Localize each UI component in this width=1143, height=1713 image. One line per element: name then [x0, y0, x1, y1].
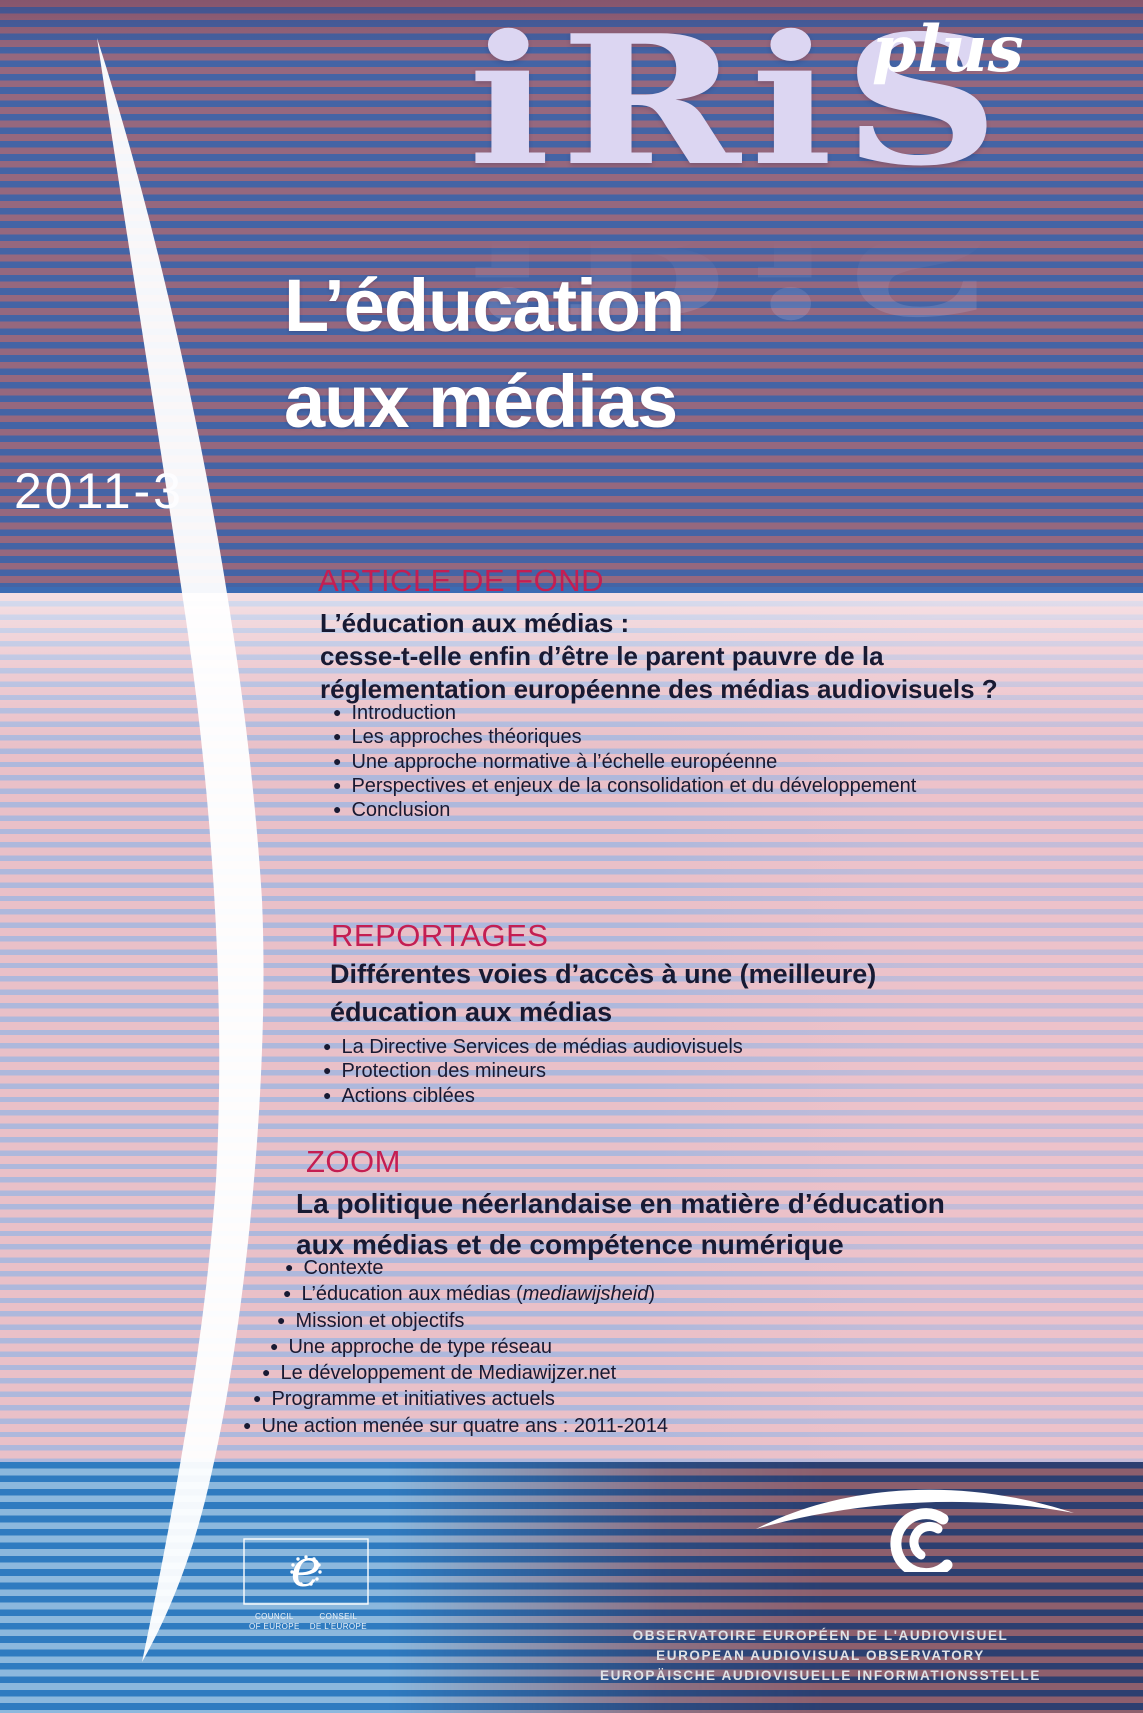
zoom-title-line: La politique néerlandaise en matière d’é… — [296, 1188, 945, 1219]
article-title-line: L’éducation aux médias : — [320, 608, 630, 638]
coe-label-line: OF EUROPE — [248, 1622, 300, 1631]
bullet-text-post: ) — [648, 1283, 656, 1306]
bullet-item: Les approches théoriques — [333, 726, 916, 750]
zoom-title-line: aux médias et de compétence numérique — [296, 1229, 844, 1260]
cover-title-line1: L’éducation — [284, 264, 685, 347]
bullet-item: Mission et objectifs — [277, 1309, 668, 1335]
council-of-europe-labels: COUNCIL OF EUROPE CONSEIL DE L’EUROPE — [233, 1612, 383, 1632]
bullet-item: Une approche de type réseau — [270, 1335, 668, 1361]
bullet-item: Protection des mineurs — [323, 1060, 743, 1084]
iris-logo: iRiS — [468, 0, 1010, 205]
bullet-item: La Directive Services de médias audiovis… — [323, 1036, 742, 1060]
observatory-name-fr: OBSERVATOIRE EUROPÉEN DE L'AUDIOVISUEL — [632, 1628, 1009, 1643]
coe-label-fr: CONSEIL DE L’EUROPE — [310, 1612, 367, 1632]
article-bullet-list: Introduction Les approches théoriques Un… — [333, 702, 916, 823]
article-title-line: cesse-t-elle enfin d’être le parent pauv… — [320, 641, 884, 671]
section-header-article-de-fond: ARTICLE DE FOND — [318, 563, 604, 598]
article-title: L’éducation aux médias : cesse-t-elle en… — [320, 607, 998, 706]
bullet-text-italic: mediawijsheid — [522, 1283, 649, 1306]
plus-label: plus — [872, 12, 1024, 87]
observatory-name-de: EUROPÄISCHE AUDIOVISUELLE INFORMATIONSST… — [600, 1668, 1041, 1683]
reportages-bullet-list: La Directive Services de médias audiovis… — [323, 1036, 743, 1109]
observatory-name-block: OBSERVATOIRE EUROPÉEN DE L'AUDIOVISUEL E… — [548, 1626, 1093, 1686]
reportages-title-line: éducation aux médias — [330, 997, 613, 1027]
bullet-item: Actions ciblées — [323, 1085, 743, 1109]
bullet-item: Une action menée sur quatre ans : 2011-2… — [243, 1414, 668, 1440]
bullet-item: L’éducation aux médias (mediawijsheid) — [283, 1282, 668, 1308]
observatory-eye-icon — [756, 1489, 1074, 1572]
council-of-europe-logo: e — [243, 1538, 369, 1605]
coe-label-line: COUNCIL — [254, 1612, 294, 1621]
section-header-zoom: ZOOM — [306, 1144, 401, 1179]
bullet-item: Programme et initiatives actuels — [253, 1387, 668, 1413]
section-header-reportages: REPORTAGES — [331, 918, 549, 953]
svg-text:e: e — [291, 1539, 322, 1599]
bullet-item: Conclusion — [333, 799, 916, 823]
issue-number: 2011-3 — [14, 463, 184, 519]
coe-stars — [290, 1555, 322, 1586]
zoom-bullet-list: Contexte L’éducation aux médias (mediawi… — [243, 1256, 668, 1440]
reportages-title-line: Différentes voies d’accès à une (meilleu… — [330, 959, 877, 989]
coe-label-en: COUNCIL OF EUROPE — [249, 1612, 300, 1632]
zoom-title: La politique néerlandaise en matière d’é… — [296, 1183, 945, 1265]
bullet-item: Perspectives et enjeux de la consolidati… — [333, 775, 916, 799]
bullet-item: Une approche normative à l’échelle europ… — [333, 751, 916, 775]
bullet-item: Contexte — [285, 1256, 668, 1282]
reportages-title: Différentes voies d’accès à une (meilleu… — [330, 955, 876, 1031]
observatory-name-en: EUROPEAN AUDIOVISUAL OBSERVATORY — [656, 1648, 985, 1663]
article-title-line: réglementation européenne des médias aud… — [320, 674, 998, 704]
bullet-item: Le développement de Mediawijzer.net — [262, 1361, 668, 1387]
bullet-item: Introduction — [333, 702, 916, 726]
coe-label-line: CONSEIL — [319, 1612, 358, 1621]
cover-title-line2: aux médias — [284, 360, 678, 443]
cover-title: L’éducation aux médias — [284, 258, 685, 450]
coe-label-line: DE L’EUROPE — [309, 1622, 368, 1631]
bullet-text-pre: L’éducation aux médias ( — [301, 1283, 523, 1306]
